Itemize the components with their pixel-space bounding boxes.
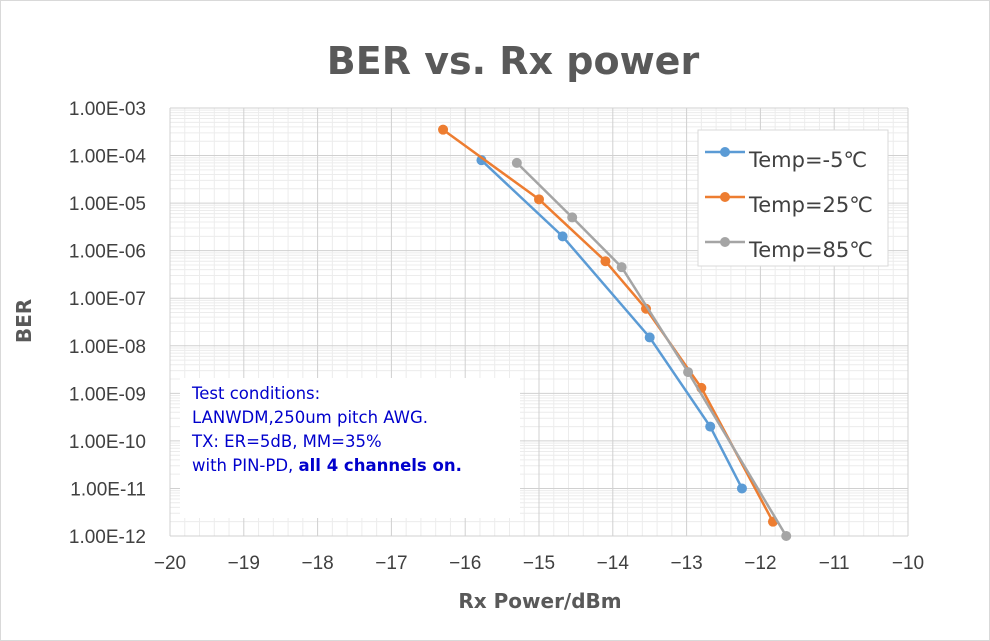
data-point bbox=[476, 155, 487, 166]
data-point bbox=[567, 212, 578, 223]
x-tick-label: −12 bbox=[744, 553, 776, 574]
x-tick-label: −13 bbox=[670, 553, 702, 574]
data-point bbox=[511, 157, 522, 168]
y-tick-label: 1.00E-05 bbox=[69, 194, 146, 215]
legend: Temp=-5℃ Temp=25℃ Temp=85℃ bbox=[697, 129, 889, 267]
x-tick-label: −17 bbox=[375, 553, 407, 574]
note-line-1: Test conditions: bbox=[192, 384, 321, 403]
x-tick-label: −16 bbox=[449, 553, 481, 574]
legend-marker bbox=[720, 237, 730, 247]
x-tick-label: −19 bbox=[228, 553, 260, 574]
test-conditions-note: Test conditions: LANWDM,250um pitch AWG.… bbox=[180, 378, 520, 518]
data-point bbox=[705, 421, 716, 432]
y-tick-label: 1.00E-10 bbox=[69, 432, 146, 453]
x-tick-labels: −20 −19 −18 −17 −16 −15 −14 −13 −12 −11 −10 bbox=[154, 553, 924, 574]
x-tick-label: −10 bbox=[892, 553, 924, 574]
y-tick-label: 1.00E-09 bbox=[69, 384, 146, 405]
x-axis-title: Rx Power/dBm bbox=[458, 589, 621, 613]
series-2 bbox=[438, 124, 778, 527]
x-tick-label: −14 bbox=[597, 553, 630, 574]
series-line bbox=[442, 128, 775, 523]
y-axis-title: BER bbox=[12, 299, 36, 343]
note-line-2: LANWDM,250um pitch AWG. bbox=[192, 408, 429, 427]
y-tick-label: 1.00E-11 bbox=[70, 479, 146, 500]
y-tick-label: 1.00E-04 bbox=[69, 147, 147, 168]
series-layer bbox=[438, 124, 792, 541]
data-point bbox=[736, 483, 747, 494]
data-point bbox=[557, 231, 568, 242]
y-tick-label: 1.00E-03 bbox=[69, 99, 146, 120]
legend-entry-1: Temp=-5℃ bbox=[705, 147, 867, 172]
data-point bbox=[600, 256, 611, 267]
y-tick-label: 1.00E-07 bbox=[69, 289, 146, 310]
data-point bbox=[781, 531, 792, 541]
note-line-4-plain: with PIN-PD, bbox=[192, 456, 299, 475]
series-1 bbox=[476, 155, 747, 494]
legend-marker bbox=[720, 192, 730, 202]
x-tick-label: −11 bbox=[819, 553, 850, 574]
y-tick-labels: 1.00E-03 1.00E-04 1.00E-05 1.00E-06 1.00E-07… bbox=[69, 99, 147, 548]
y-tick-label: 1.00E-12 bbox=[69, 527, 146, 548]
note-line-3: TX: ER=5dB, MM=35% bbox=[192, 432, 382, 451]
data-point bbox=[438, 124, 449, 135]
data-point bbox=[683, 367, 694, 378]
note-line-4-bold: all 4 channels on. bbox=[298, 456, 462, 475]
x-tick-label: −20 bbox=[154, 553, 186, 574]
legend-label: Temp=85℃ bbox=[748, 238, 873, 262]
legend-label: Temp=25℃ bbox=[748, 193, 873, 217]
note-line-4: with PIN-PD, all 4 channels on. bbox=[192, 454, 520, 478]
y-tick-label: 1.00E-06 bbox=[69, 242, 146, 263]
data-point bbox=[616, 262, 627, 273]
legend-label: Temp=-5℃ bbox=[748, 148, 867, 172]
legend-marker bbox=[720, 147, 730, 157]
legend-entry-3: Temp=85℃ bbox=[705, 237, 873, 262]
x-tick-label: −15 bbox=[523, 553, 555, 574]
data-point bbox=[644, 332, 655, 343]
chart-title: BER vs. Rx power bbox=[327, 39, 700, 83]
legend-entry-2: Temp=25℃ bbox=[705, 192, 873, 217]
y-tick-label: 1.00E-08 bbox=[69, 337, 146, 358]
data-point bbox=[534, 194, 544, 205]
series-3 bbox=[511, 157, 792, 541]
x-tick-label: −18 bbox=[301, 553, 333, 574]
